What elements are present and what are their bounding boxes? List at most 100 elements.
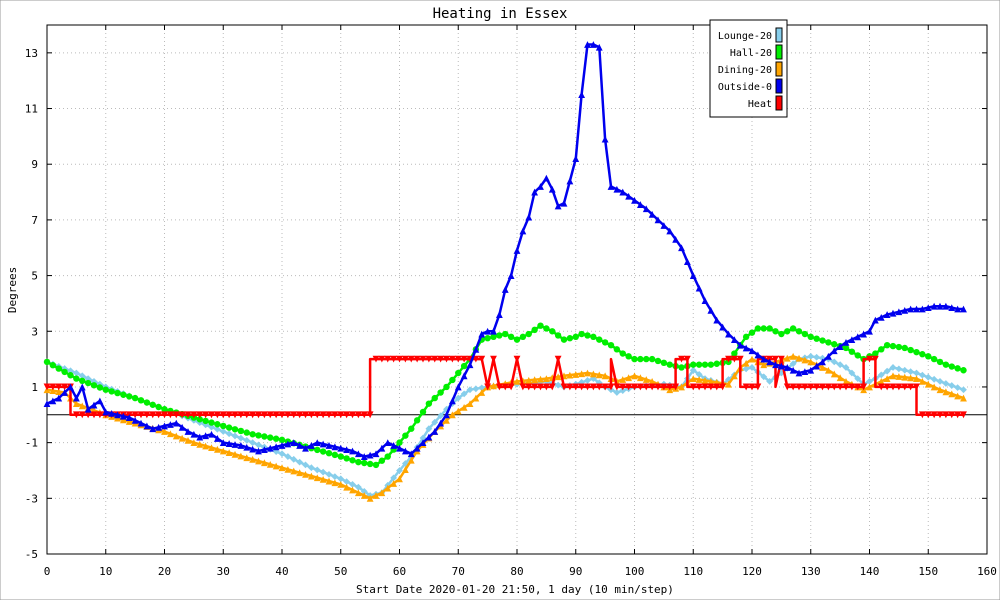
data-point <box>842 344 850 352</box>
data-point <box>166 411 174 419</box>
data-point <box>936 386 944 394</box>
data-point <box>337 444 345 452</box>
axes: 0 10 20 30 40 50 60 70 80 90 100 110 120 130 140 150 160… <box>25 24 997 578</box>
data-point <box>619 350 626 357</box>
data-point <box>936 358 944 366</box>
data-point <box>636 374 644 382</box>
data-point <box>443 383 450 391</box>
data-point <box>184 428 192 435</box>
data-point <box>478 389 486 396</box>
data-point <box>960 305 967 313</box>
data-point <box>202 442 210 450</box>
data-point <box>760 373 768 381</box>
data-point <box>554 332 562 339</box>
data-point <box>825 339 832 346</box>
data-point <box>601 372 609 380</box>
data-point <box>237 452 245 460</box>
data-point <box>871 355 879 363</box>
data-point <box>789 383 797 391</box>
data-point <box>119 412 127 420</box>
data-point <box>231 441 239 448</box>
data-point <box>660 359 668 367</box>
data-point <box>354 489 362 497</box>
data-point <box>378 489 386 497</box>
data-point <box>878 346 885 353</box>
data-point <box>155 403 162 411</box>
data-point <box>936 411 944 419</box>
data-point <box>49 362 57 369</box>
data-point <box>942 388 950 396</box>
data-point <box>590 333 597 341</box>
data-point <box>278 450 286 458</box>
data-point <box>178 423 186 431</box>
data-point <box>84 405 92 413</box>
data-point <box>255 411 262 419</box>
data-point <box>683 258 691 266</box>
data-point <box>625 374 633 382</box>
data-point <box>519 333 527 341</box>
data-point <box>578 330 585 338</box>
data-point <box>366 494 374 502</box>
data-point <box>331 411 339 419</box>
data-point <box>126 393 133 400</box>
data-point <box>125 418 133 425</box>
data-point <box>619 376 627 383</box>
data-point <box>161 406 168 413</box>
data-point <box>613 383 621 391</box>
data-point <box>396 439 403 446</box>
data-point <box>701 361 709 368</box>
data-point <box>642 205 650 213</box>
data-point <box>930 383 938 391</box>
data-point <box>161 422 168 430</box>
data-point <box>90 401 98 409</box>
data-point <box>125 414 133 421</box>
data-point <box>507 333 515 341</box>
data-point <box>302 444 309 452</box>
data-point <box>272 435 280 442</box>
data-point <box>431 394 438 402</box>
data-point <box>313 411 321 419</box>
data-point <box>243 411 251 419</box>
data-point <box>208 444 215 452</box>
data-point <box>360 492 368 499</box>
data-point <box>519 227 527 235</box>
data-point <box>331 473 339 480</box>
data-point <box>777 355 785 363</box>
data-point <box>319 448 327 455</box>
x-tick-label: 30 <box>217 565 230 578</box>
data-point <box>349 457 356 464</box>
data-point <box>202 417 209 425</box>
data-point <box>378 444 386 452</box>
data-point <box>866 327 873 335</box>
data-point <box>877 313 885 321</box>
x-tick-label: 130 <box>801 565 821 578</box>
data-point <box>824 366 832 374</box>
data-point <box>208 419 215 426</box>
series-outside-0 <box>43 41 967 460</box>
data-point <box>466 386 474 394</box>
data-point <box>490 333 497 341</box>
data-point <box>713 360 720 367</box>
data-point <box>748 364 756 371</box>
data-point <box>537 375 544 383</box>
data-point <box>513 247 521 254</box>
data-point <box>666 361 673 368</box>
data-point <box>948 304 956 311</box>
data-point <box>572 333 579 341</box>
data-point <box>225 424 233 431</box>
data-point <box>595 383 603 391</box>
legend-swatch <box>775 27 783 43</box>
data-point <box>460 362 468 370</box>
data-point <box>478 330 486 338</box>
data-point <box>225 430 233 438</box>
x-tick-label: 60 <box>393 565 406 578</box>
data-point <box>742 365 750 373</box>
data-point <box>801 330 809 338</box>
y-tick-label: -1 <box>25 437 38 450</box>
data-point <box>131 411 139 419</box>
data-point <box>901 306 909 314</box>
data-point <box>848 348 856 355</box>
data-point <box>325 442 333 449</box>
data-point <box>243 454 251 462</box>
data-point <box>55 383 63 391</box>
